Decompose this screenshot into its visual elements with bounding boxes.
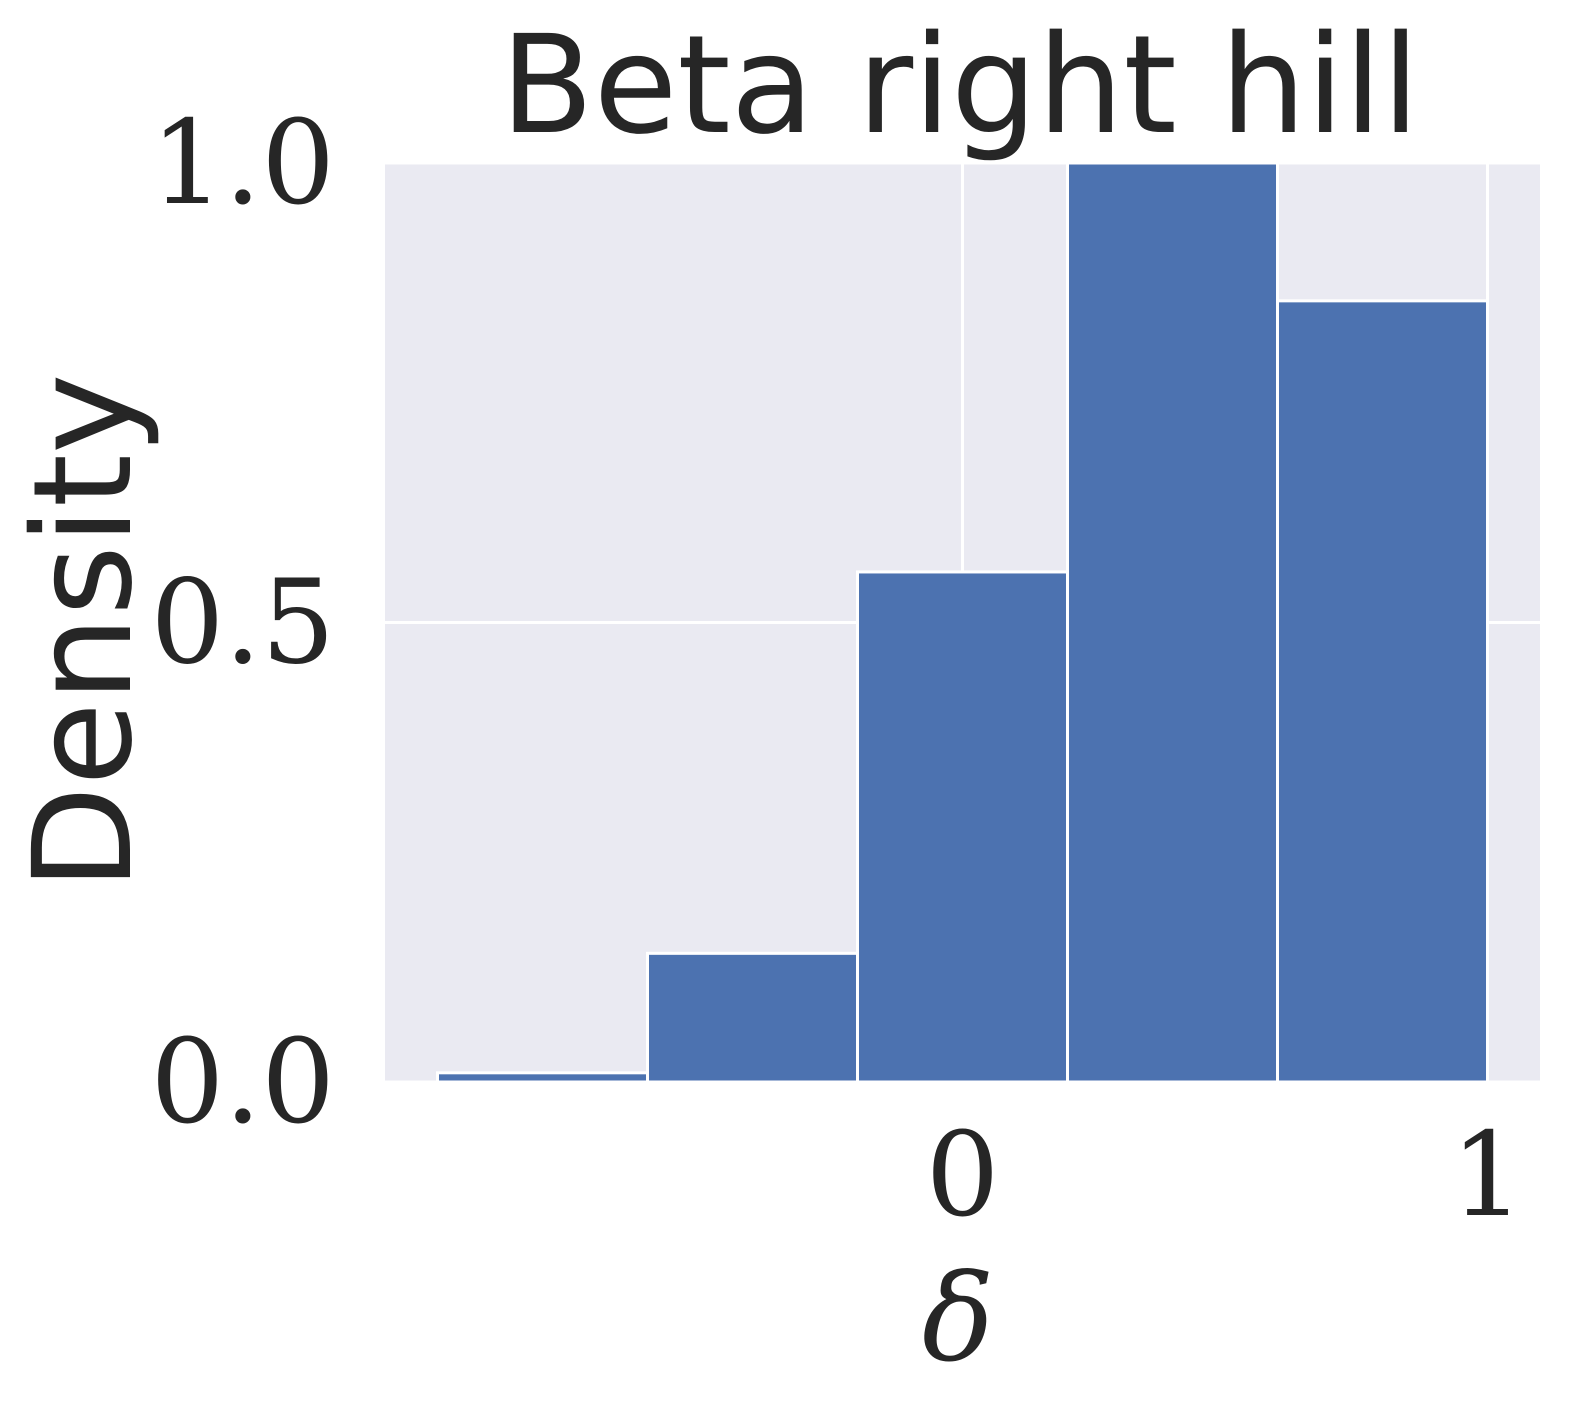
y-tick-label: 0.0: [151, 1015, 335, 1150]
x-axis-label: δ: [922, 1250, 994, 1389]
y-axis-label: Density: [5, 373, 163, 890]
histogram-bar-3: [856, 570, 1069, 1084]
histogram-bar-5: [1276, 299, 1489, 1084]
x-tick-label: 0: [926, 1108, 1000, 1243]
histogram-bar-1: [436, 1071, 649, 1084]
histogram-bar-4: [1066, 161, 1279, 1084]
x-tick-label: 1: [1451, 1108, 1525, 1243]
chart-title: Beta right hill: [500, 7, 1419, 165]
y-tick-label: 1.0: [151, 96, 335, 231]
histogram-bars: [436, 161, 1489, 1084]
histogram-bar-2: [646, 951, 859, 1084]
y-axis-ticks: 0.0 0.5 1.0: [151, 96, 335, 1150]
y-tick-label: 0.5: [151, 556, 335, 691]
